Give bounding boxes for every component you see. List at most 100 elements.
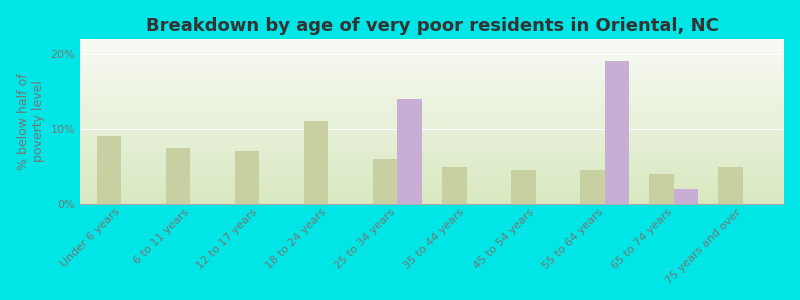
Bar (80, 56, 784, 57)
Bar (80, 79, 784, 80)
Bar (80, 118, 784, 120)
Bar (605, 61, 629, 204)
Bar (442, 167, 466, 204)
Bar (80, 194, 784, 196)
Bar (80, 128, 784, 130)
Bar (80, 83, 784, 85)
Bar (80, 131, 784, 133)
Bar (80, 163, 784, 164)
Bar (80, 196, 784, 197)
Bar (80, 191, 784, 193)
Bar (80, 72, 784, 74)
Bar (674, 189, 698, 204)
Bar (80, 158, 784, 159)
Bar (80, 95, 784, 97)
Bar (166, 148, 190, 204)
Bar (80, 178, 784, 179)
Bar (80, 123, 784, 125)
Bar (511, 170, 535, 204)
Bar (80, 106, 784, 108)
Bar (80, 181, 784, 182)
Bar (80, 182, 784, 184)
Bar (80, 110, 784, 112)
Bar (80, 82, 784, 83)
Bar (80, 116, 784, 118)
Bar (80, 166, 784, 168)
Bar (80, 146, 784, 148)
Bar (80, 174, 784, 176)
Bar (304, 122, 329, 204)
Bar (80, 161, 784, 163)
Bar (80, 54, 784, 56)
Bar (80, 75, 784, 77)
Bar (80, 171, 784, 172)
Bar (80, 60, 784, 62)
Bar (80, 153, 784, 154)
Bar (80, 125, 784, 126)
Bar (80, 93, 784, 95)
Bar (80, 156, 784, 158)
Bar (80, 62, 784, 64)
Bar (235, 152, 259, 204)
Bar (80, 39, 784, 40)
Bar (80, 179, 784, 181)
Bar (80, 189, 784, 191)
Bar (80, 186, 784, 188)
Bar (80, 188, 784, 189)
Bar (80, 112, 784, 113)
Bar (80, 108, 784, 110)
Bar (80, 57, 784, 59)
Bar (80, 50, 784, 52)
Bar (580, 170, 605, 204)
Bar (80, 136, 784, 138)
Bar (80, 74, 784, 75)
Bar (80, 176, 784, 178)
Bar (80, 49, 784, 50)
Bar (80, 130, 784, 131)
Bar (80, 52, 784, 54)
Bar (80, 141, 784, 143)
Bar (98, 136, 122, 204)
Bar (374, 159, 398, 204)
Bar (80, 88, 784, 90)
Bar (718, 167, 742, 204)
Bar (80, 80, 784, 82)
Bar (80, 90, 784, 92)
Bar (80, 193, 784, 194)
Bar (80, 138, 784, 140)
Bar (80, 199, 784, 201)
Bar (80, 97, 784, 98)
Bar (80, 105, 784, 106)
Bar (80, 143, 784, 145)
Bar (80, 47, 784, 49)
Bar (80, 44, 784, 46)
Y-axis label: % below half of
poverty level: % below half of poverty level (17, 73, 45, 170)
Bar (80, 151, 784, 153)
Bar (80, 172, 784, 174)
Bar (80, 100, 784, 102)
Bar (650, 174, 674, 204)
Bar (80, 197, 784, 199)
Bar (80, 46, 784, 47)
Bar (80, 169, 784, 171)
Bar (80, 102, 784, 103)
Bar (80, 149, 784, 151)
Bar (80, 164, 784, 166)
Bar (80, 103, 784, 105)
Bar (80, 140, 784, 141)
Bar (80, 65, 784, 67)
Bar (80, 59, 784, 60)
Bar (80, 202, 784, 204)
Bar (80, 201, 784, 202)
Title: Breakdown by age of very poor residents in Oriental, NC: Breakdown by age of very poor residents … (146, 17, 718, 35)
Bar (80, 69, 784, 70)
Bar (80, 85, 784, 87)
Bar (80, 168, 784, 169)
Bar (398, 99, 422, 204)
Bar (80, 159, 784, 161)
Bar (80, 67, 784, 69)
Bar (80, 92, 784, 93)
Bar (80, 148, 784, 149)
Bar (80, 42, 784, 44)
Bar (80, 135, 784, 136)
